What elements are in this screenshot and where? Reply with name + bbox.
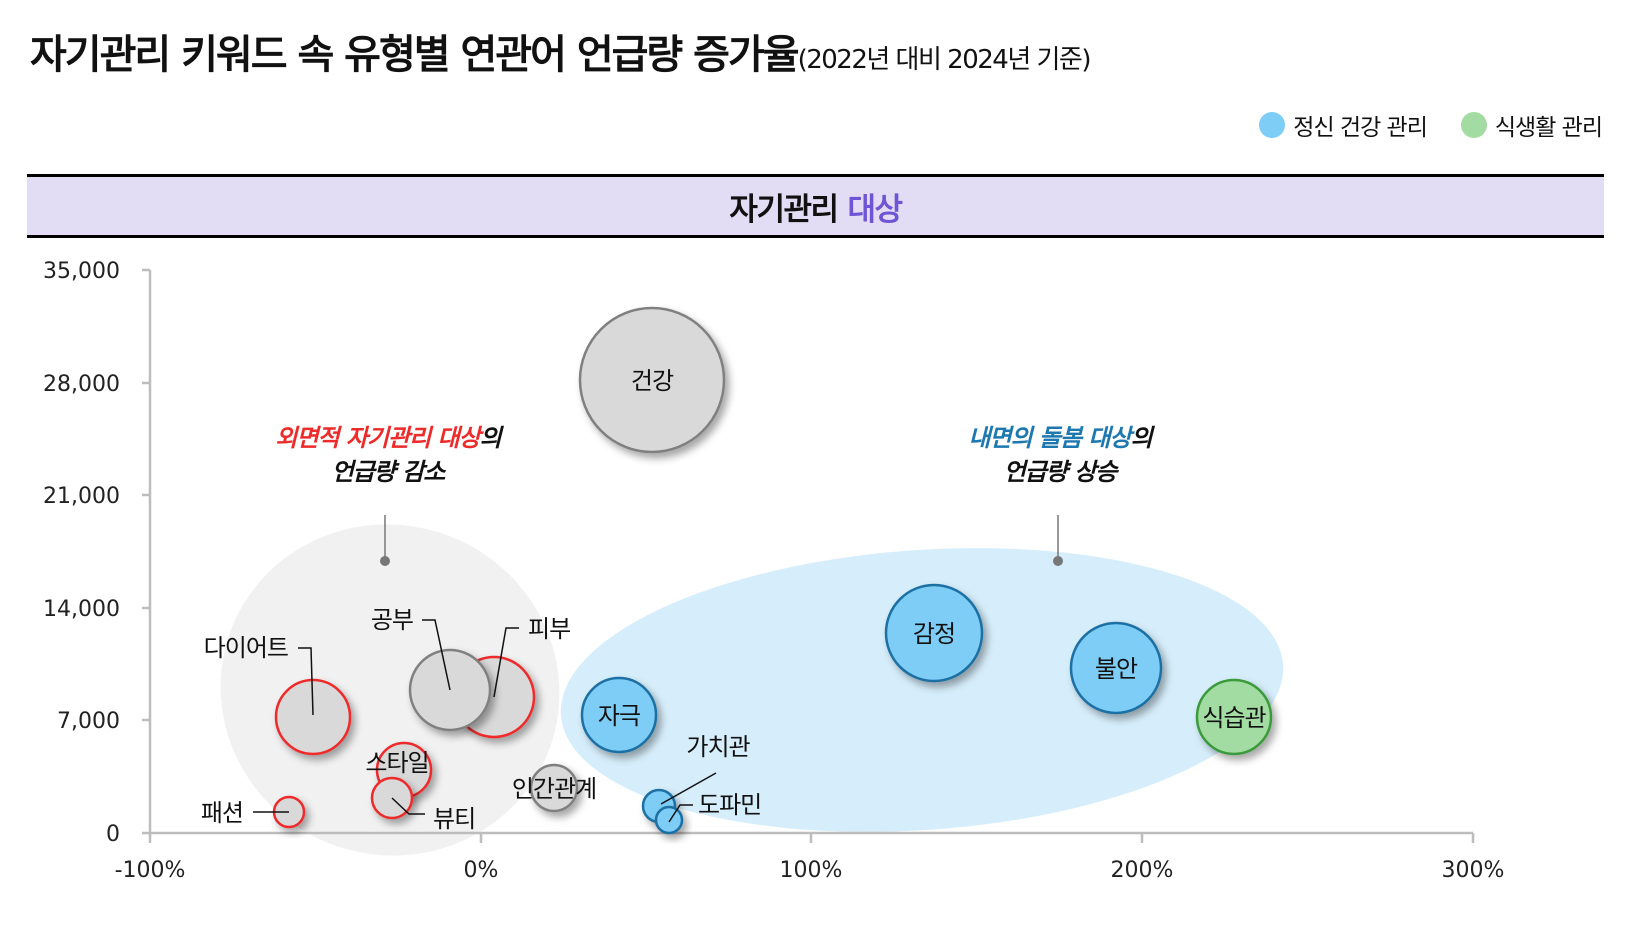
banner-accent: 대상	[847, 191, 904, 228]
svg-text:다이어트: 다이어트	[204, 634, 288, 662]
y-axis	[142, 268, 152, 835]
label-피부: 피부	[493, 615, 571, 698]
svg-text:자극: 자극	[598, 702, 640, 730]
annotation-outer: 외면적 자기관리 대상의 언급량 감소	[275, 424, 506, 566]
chart-title-sub: (2022년 대비 2024년 기준)	[797, 45, 1092, 75]
bubble-뷰티[interactable]: 뷰티	[370, 776, 476, 833]
svg-text:언급량 상승: 언급량 상승	[1004, 458, 1120, 486]
svg-text:내면의 돌봄 대상의: 내면의 돌봄 대상의	[968, 424, 1155, 452]
svg-text:7,000: 7,000	[57, 709, 120, 734]
bubble-인간관계[interactable]: 인간관계	[512, 763, 597, 813]
outer-group-region	[220, 524, 560, 856]
svg-text:외면적 자기관리 대상의: 외면적 자기관리 대상의	[275, 424, 504, 452]
y-tick-labels: 35,000 28,000 21,000 14,000 7,000 0	[43, 259, 120, 847]
svg-text:공부: 공부	[371, 606, 413, 634]
svg-text:0: 0	[106, 822, 120, 847]
svg-text:도파민: 도파민	[698, 791, 761, 819]
svg-text:200%: 200%	[1111, 858, 1174, 883]
svg-text:인간관계: 인간관계	[512, 775, 596, 803]
svg-text:감정: 감정	[913, 620, 955, 648]
svg-text:가치관: 가치관	[686, 733, 750, 761]
legend-label: 정신 건강 관리	[1293, 115, 1428, 141]
svg-text:불안: 불안	[1095, 655, 1138, 683]
bubble-자극[interactable]: 자극	[580, 676, 658, 754]
svg-text:건강: 건강	[631, 367, 674, 395]
inner-group-region	[560, 548, 1284, 832]
svg-text:식습관: 식습관	[1202, 704, 1266, 732]
label-도파민: 도파민	[668, 791, 762, 823]
bubble-식습관[interactable]: 식습관	[1195, 678, 1273, 756]
bubble-건강[interactable]: 건강	[578, 306, 726, 454]
svg-text:0%: 0%	[464, 858, 499, 883]
x-axis	[148, 831, 1475, 843]
svg-text:21,000: 21,000	[43, 484, 120, 509]
bubble-패션[interactable]: 패션	[201, 795, 306, 829]
legend: 정신 건강 관리 식생활 관리	[1259, 108, 1603, 142]
svg-text:패션: 패션	[201, 799, 243, 827]
bubble-도파민[interactable]	[654, 805, 684, 835]
legend-item-diet: 식생활 관리	[1460, 108, 1603, 142]
svg-text:뷰티: 뷰티	[433, 805, 475, 833]
chart-title-main: 자기관리 키워드 속 유형별 연관어 언급량 증가율	[30, 32, 800, 78]
svg-text:피부: 피부	[528, 615, 570, 643]
label-스타일: 스타일	[365, 749, 428, 777]
bubble-공부[interactable]: 공부	[371, 606, 492, 732]
svg-text:28,000: 28,000	[43, 372, 120, 397]
section-banner: 자기관리 대상	[27, 174, 1604, 238]
banner-text: 자기관리	[729, 191, 839, 228]
bubble-불안[interactable]: 불안	[1069, 621, 1163, 715]
legend-label: 식생활 관리	[1494, 115, 1603, 141]
svg-text:300%: 300%	[1442, 858, 1505, 883]
svg-text:14,000: 14,000	[43, 597, 120, 622]
legend-dot-icon	[1460, 112, 1487, 138]
bubble-감정[interactable]: 감정	[884, 583, 984, 683]
legend-item-mental-health: 정신 건강 관리	[1259, 108, 1428, 142]
svg-text:100%: 100%	[780, 858, 843, 883]
annotation-inner: 내면의 돌봄 대상의 언급량 상승	[968, 424, 1157, 566]
label-가치관: 가치관	[660, 733, 752, 805]
svg-text:언급량 감소: 언급량 감소	[332, 458, 448, 486]
legend-dot-icon	[1259, 112, 1286, 138]
chart-title: 자기관리 키워드 속 유형별 연관어 언급량 증가율(2022년 대비 2024…	[30, 22, 1092, 80]
bubble-다이어트[interactable]: 다이어트	[204, 634, 352, 756]
svg-text:35,000: 35,000	[43, 259, 120, 284]
x-tick-labels: -100% 0% 100% 200% 300%	[115, 858, 1505, 883]
svg-text:-100%: -100%	[115, 858, 186, 883]
